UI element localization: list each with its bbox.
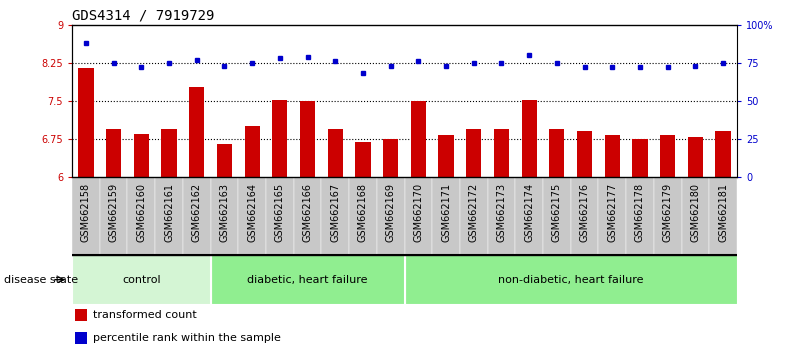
Bar — [494, 129, 509, 177]
Text: GSM662171: GSM662171 — [441, 183, 451, 242]
Bar — [78, 68, 94, 177]
Bar — [211, 177, 239, 255]
Text: GSM662179: GSM662179 — [662, 183, 673, 242]
Bar — [321, 177, 349, 255]
Bar — [349, 177, 376, 255]
Bar — [488, 177, 515, 255]
Text: GSM662159: GSM662159 — [109, 183, 119, 242]
Bar — [549, 129, 565, 177]
Bar — [272, 100, 288, 177]
Text: GSM662172: GSM662172 — [469, 183, 479, 242]
Text: GSM662176: GSM662176 — [580, 183, 590, 242]
Bar — [543, 177, 570, 255]
Text: GSM662170: GSM662170 — [413, 183, 424, 242]
Bar — [605, 135, 620, 177]
Text: percentile rank within the sample: percentile rank within the sample — [94, 333, 281, 343]
Text: GSM662160: GSM662160 — [136, 183, 147, 242]
Text: GSM662166: GSM662166 — [303, 183, 312, 242]
Bar — [127, 177, 155, 255]
Bar — [376, 177, 405, 255]
Text: GSM662164: GSM662164 — [248, 183, 257, 242]
Bar — [294, 177, 321, 255]
Text: GSM662181: GSM662181 — [718, 183, 728, 242]
Bar — [189, 87, 204, 177]
Bar — [72, 177, 100, 255]
Text: diabetic, heart failure: diabetic, heart failure — [248, 275, 368, 285]
Bar — [626, 177, 654, 255]
Bar — [577, 131, 592, 177]
Text: non-diabetic, heart failure: non-diabetic, heart failure — [498, 275, 643, 285]
Bar — [72, 255, 211, 304]
Bar — [405, 255, 737, 304]
Bar — [515, 177, 543, 255]
Bar — [709, 177, 737, 255]
Bar — [100, 177, 127, 255]
Bar — [383, 139, 398, 177]
Bar — [300, 101, 315, 177]
Text: GSM662173: GSM662173 — [497, 183, 506, 242]
Bar — [328, 129, 343, 177]
Bar — [682, 177, 709, 255]
Bar — [466, 129, 481, 177]
Bar — [155, 177, 183, 255]
Bar — [162, 129, 177, 177]
Bar — [356, 143, 371, 177]
Bar — [433, 177, 460, 255]
Bar — [405, 177, 433, 255]
Bar — [106, 129, 121, 177]
Bar — [266, 177, 294, 255]
Text: disease state: disease state — [4, 275, 78, 285]
Text: transformed count: transformed count — [94, 310, 197, 320]
Text: GSM662165: GSM662165 — [275, 183, 285, 242]
Bar — [438, 135, 453, 177]
Bar — [654, 177, 682, 255]
Bar — [460, 177, 488, 255]
Text: GSM662177: GSM662177 — [607, 183, 618, 242]
Bar — [521, 100, 537, 177]
Text: GSM662174: GSM662174 — [524, 183, 534, 242]
Bar — [217, 144, 232, 177]
Bar — [688, 137, 703, 177]
Text: GSM662162: GSM662162 — [191, 183, 202, 242]
Bar — [239, 177, 266, 255]
Text: GSM662161: GSM662161 — [164, 183, 174, 242]
Bar — [715, 131, 731, 177]
Bar — [411, 101, 426, 177]
Text: GSM662163: GSM662163 — [219, 183, 229, 242]
Text: GSM662178: GSM662178 — [635, 183, 645, 242]
Bar — [632, 139, 647, 177]
Bar — [598, 177, 626, 255]
Text: GSM662175: GSM662175 — [552, 183, 562, 242]
Text: control: control — [122, 275, 161, 285]
Bar — [75, 309, 87, 321]
Text: GSM662180: GSM662180 — [690, 183, 700, 242]
Text: GSM662168: GSM662168 — [358, 183, 368, 242]
Bar — [134, 134, 149, 177]
Text: GSM662169: GSM662169 — [385, 183, 396, 242]
Text: GDS4314 / 7919729: GDS4314 / 7919729 — [72, 8, 215, 22]
Bar — [211, 255, 405, 304]
Bar — [183, 177, 211, 255]
Bar — [75, 332, 87, 344]
Text: GSM662158: GSM662158 — [81, 183, 91, 242]
Bar — [571, 177, 598, 255]
Bar — [244, 126, 260, 177]
Bar — [660, 135, 675, 177]
Text: GSM662167: GSM662167 — [330, 183, 340, 242]
